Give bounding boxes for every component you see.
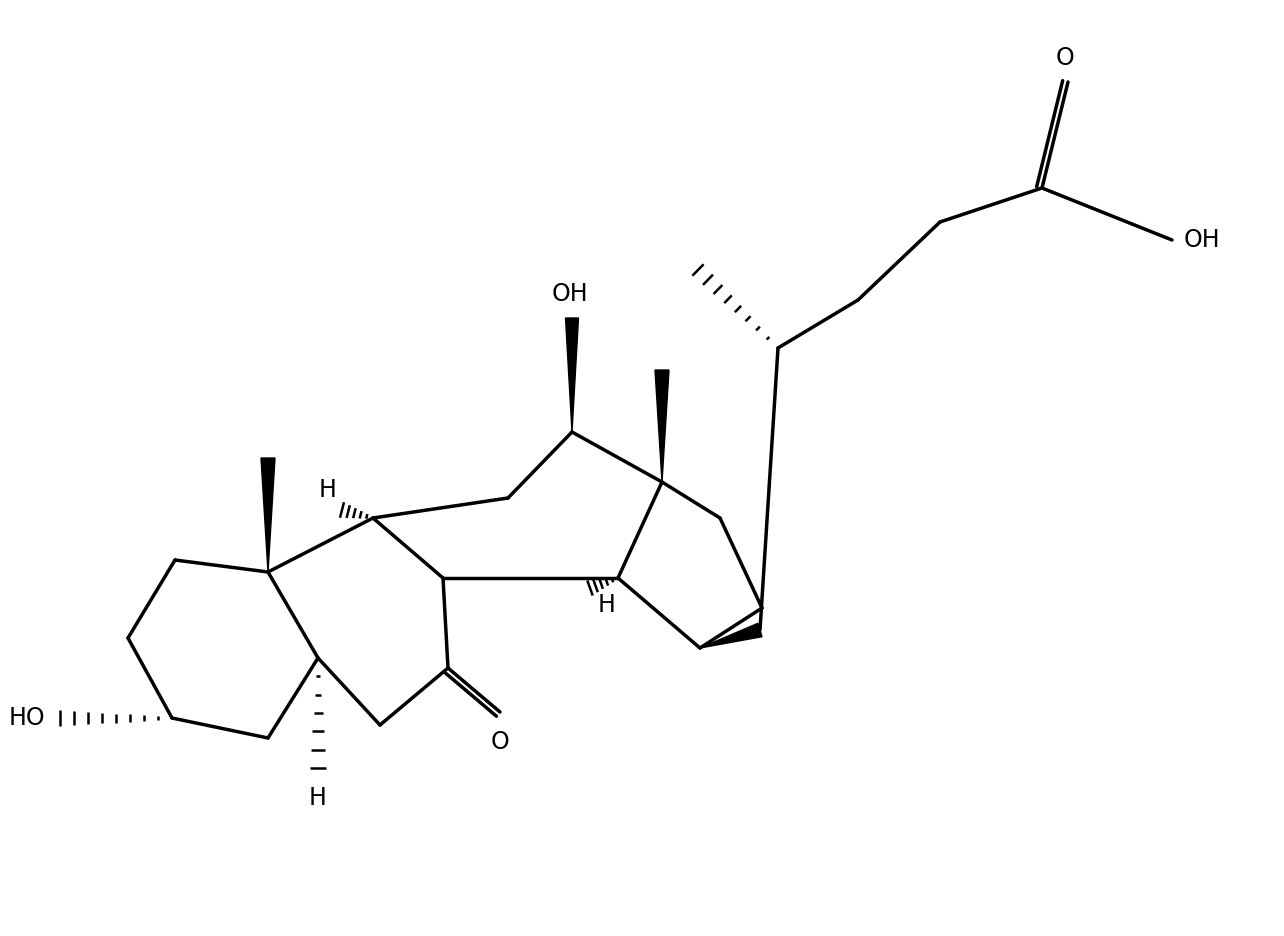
Text: H: H (598, 593, 616, 617)
Text: O: O (490, 730, 510, 754)
Polygon shape (565, 318, 579, 432)
Text: OH: OH (1184, 228, 1221, 252)
Polygon shape (700, 623, 761, 648)
Text: O: O (1055, 46, 1075, 70)
Text: H: H (309, 786, 327, 810)
Text: OH: OH (552, 282, 588, 306)
Text: HO: HO (9, 706, 45, 730)
Polygon shape (655, 370, 669, 482)
Polygon shape (261, 458, 275, 572)
Text: H: H (320, 478, 336, 502)
